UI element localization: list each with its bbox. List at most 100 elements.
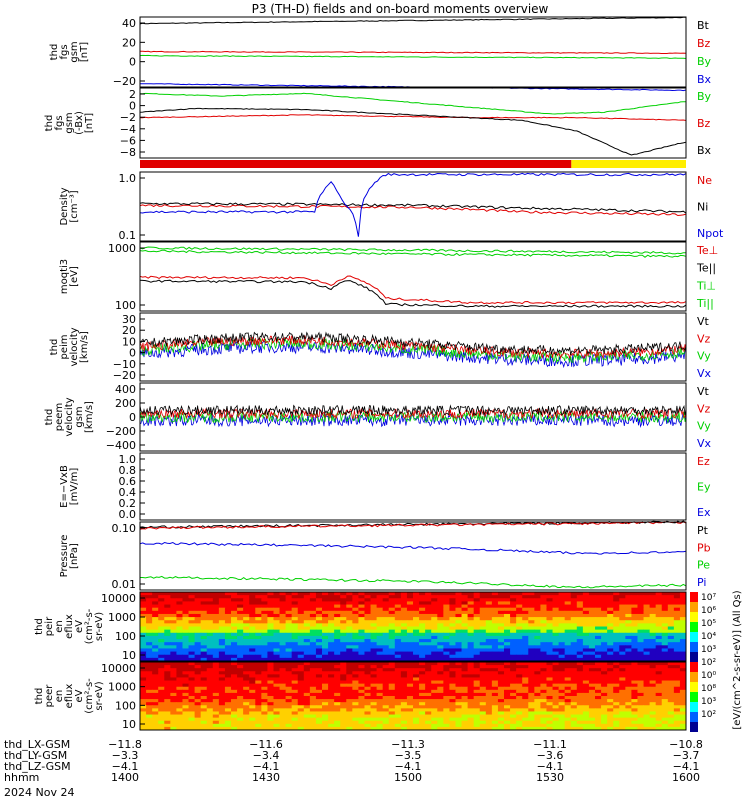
- heat-cell: [473, 651, 481, 656]
- heat-cell: [303, 629, 311, 634]
- heat-cell: [540, 601, 547, 606]
- heat-cell: [491, 705, 499, 709]
- heat-cell: [152, 702, 159, 706]
- heat-cell: [346, 613, 353, 618]
- heat-cell: [510, 620, 517, 624]
- heat-cell: [224, 601, 232, 606]
- heat-cell: [588, 623, 596, 627]
- heat-cell: [400, 671, 408, 675]
- heat-cell: [631, 689, 638, 694]
- heat-cell: [419, 642, 426, 646]
- heat-cell: [346, 592, 353, 596]
- heat-cell: [297, 711, 305, 716]
- heat-cell: [303, 610, 311, 615]
- heat-cell: [382, 692, 390, 697]
- heat-cell: [322, 620, 329, 624]
- heat-cell: [346, 639, 353, 643]
- heat-cell: [643, 617, 651, 621]
- heat-cell: [334, 632, 341, 637]
- heat-cell: [637, 711, 645, 716]
- heat-cell: [667, 668, 675, 672]
- heat-cell: [425, 639, 432, 643]
- heat-cell: [431, 677, 438, 682]
- heat-cell: [613, 651, 620, 656]
- heat-cell: [485, 635, 493, 640]
- heat-cell: [619, 702, 626, 706]
- heat-cell: [382, 598, 390, 602]
- heat-cell: [212, 692, 220, 697]
- heat-cell: [552, 665, 560, 669]
- heat-cell: [188, 635, 196, 640]
- heat-cell: [394, 645, 402, 649]
- heat-cell: [601, 683, 608, 688]
- heat-cell: [267, 680, 274, 685]
- heat-cell: [340, 601, 347, 606]
- heat-cell: [218, 642, 226, 646]
- heat-cell: [382, 642, 390, 646]
- heat-cell: [285, 632, 293, 637]
- heat-cell: [200, 680, 208, 685]
- heat-cell: [140, 604, 147, 609]
- heat-cell: [382, 696, 390, 700]
- heat-cell: [607, 702, 614, 706]
- heat-cell: [322, 654, 329, 659]
- heat-cell: [516, 604, 523, 609]
- heat-cell: [643, 708, 651, 712]
- heat-cell: [491, 648, 499, 653]
- heat-cell: [619, 720, 626, 725]
- heat-cell: [273, 720, 281, 725]
- heat-cell: [588, 648, 596, 653]
- heat-cell: [364, 689, 372, 694]
- heat-cell: [473, 642, 481, 646]
- heat-cell: [340, 708, 347, 712]
- heat-cell: [582, 717, 590, 722]
- heat-cell: [346, 601, 353, 606]
- heat-cell: [279, 683, 287, 688]
- heat-cell: [649, 610, 657, 615]
- heat-cell: [601, 708, 608, 712]
- heat-cell: [249, 642, 256, 646]
- heat-cell: [158, 705, 165, 709]
- heat-cell: [419, 723, 426, 728]
- heat-cell: [212, 657, 220, 662]
- heat-cell: [346, 708, 353, 712]
- heat-cell: [673, 705, 681, 709]
- heat-cell: [285, 717, 293, 722]
- heat-cell: [491, 699, 499, 703]
- heat-cell: [340, 645, 347, 649]
- heat-cell: [534, 626, 541, 631]
- y-tick-label: 0.4: [119, 486, 137, 499]
- heat-cell: [279, 613, 287, 618]
- heat-cell: [540, 654, 547, 659]
- heat-cell: [146, 699, 153, 703]
- heat-cell: [528, 629, 535, 634]
- heat-cell: [182, 632, 190, 637]
- heat-cell: [576, 626, 584, 631]
- heat-cell: [400, 651, 408, 656]
- heat-cell: [558, 702, 566, 706]
- heat-cell: [334, 668, 341, 672]
- heat-cell: [194, 668, 202, 672]
- panel-2: [140, 160, 686, 168]
- heat-cell: [673, 632, 681, 637]
- heat-cell: [358, 595, 365, 599]
- heat-cell: [419, 674, 426, 678]
- heat-cell: [200, 635, 208, 640]
- heat-cell: [473, 623, 481, 627]
- heat-cell: [315, 683, 323, 688]
- heat-cell: [473, 680, 481, 685]
- heat-cell: [607, 662, 614, 666]
- heat-cell: [479, 635, 487, 640]
- heat-cell: [170, 696, 177, 700]
- heat-cell: [655, 635, 663, 640]
- heat-cell: [176, 699, 183, 703]
- heat-cell: [346, 726, 353, 731]
- heat-cell: [661, 723, 669, 728]
- heat-cell: [564, 610, 572, 615]
- heat-cell: [522, 705, 529, 709]
- heat-cell: [558, 708, 566, 712]
- heat-cell: [382, 683, 390, 688]
- heat-cell: [303, 683, 311, 688]
- heat-cell: [479, 689, 487, 694]
- heat-cell: [449, 607, 456, 612]
